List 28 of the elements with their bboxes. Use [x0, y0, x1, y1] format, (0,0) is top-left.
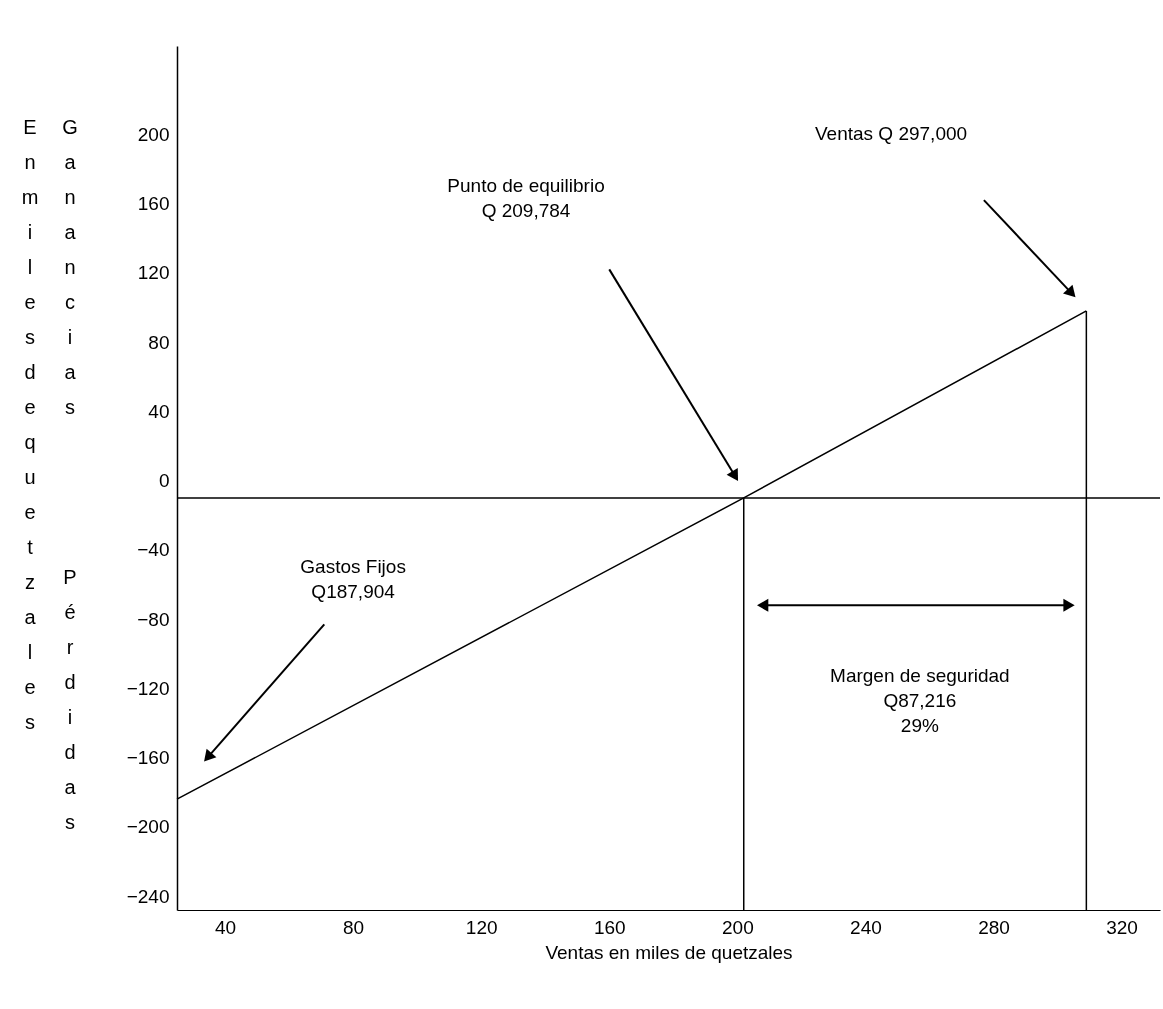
y-tick-label: −200 — [126, 816, 170, 838]
x-tick-label: 240 — [850, 916, 882, 938]
y-tick-label: 40 — [148, 400, 170, 422]
annotation: Ventas Q 297,000 — [814, 123, 968, 145]
annotation: Gastos Fijos Q187,904 — [300, 556, 406, 603]
x-tick-label: 120 — [465, 916, 498, 938]
y-tick-label: −120 — [126, 677, 170, 699]
x-tick-label: 80 — [343, 916, 365, 938]
y-tick-label: 80 — [148, 331, 170, 353]
y-tick-label: −80 — [137, 608, 170, 630]
x-tick-label: 200 — [721, 916, 754, 938]
y-tick-label: −160 — [126, 747, 170, 769]
y-tick-label: 160 — [137, 193, 170, 215]
x-tick-label: 40 — [214, 916, 237, 938]
x-tick-label: 280 — [978, 916, 1010, 938]
x-axis-title: Ventas en miles de quetzales — [545, 941, 793, 963]
text: Pérdidas — [63, 566, 77, 833]
y-tick-label: 120 — [137, 262, 170, 284]
text: Ganancias — [62, 116, 78, 418]
y-tick-label: 0 — [158, 470, 170, 492]
y-tick-label: −240 — [126, 885, 170, 907]
x-tick-label: 320 — [1106, 916, 1138, 938]
x-tick-label: 160 — [593, 916, 626, 938]
annotation: Margen de seguridad Q87,216 29% — [830, 665, 1010, 737]
annotation: Punto de equilibrio Q 209,784 — [447, 175, 605, 222]
y-tick-label: −40 — [137, 539, 170, 561]
text: En miles de quetzales — [21, 116, 39, 733]
y-tick-label: 200 — [137, 123, 170, 145]
